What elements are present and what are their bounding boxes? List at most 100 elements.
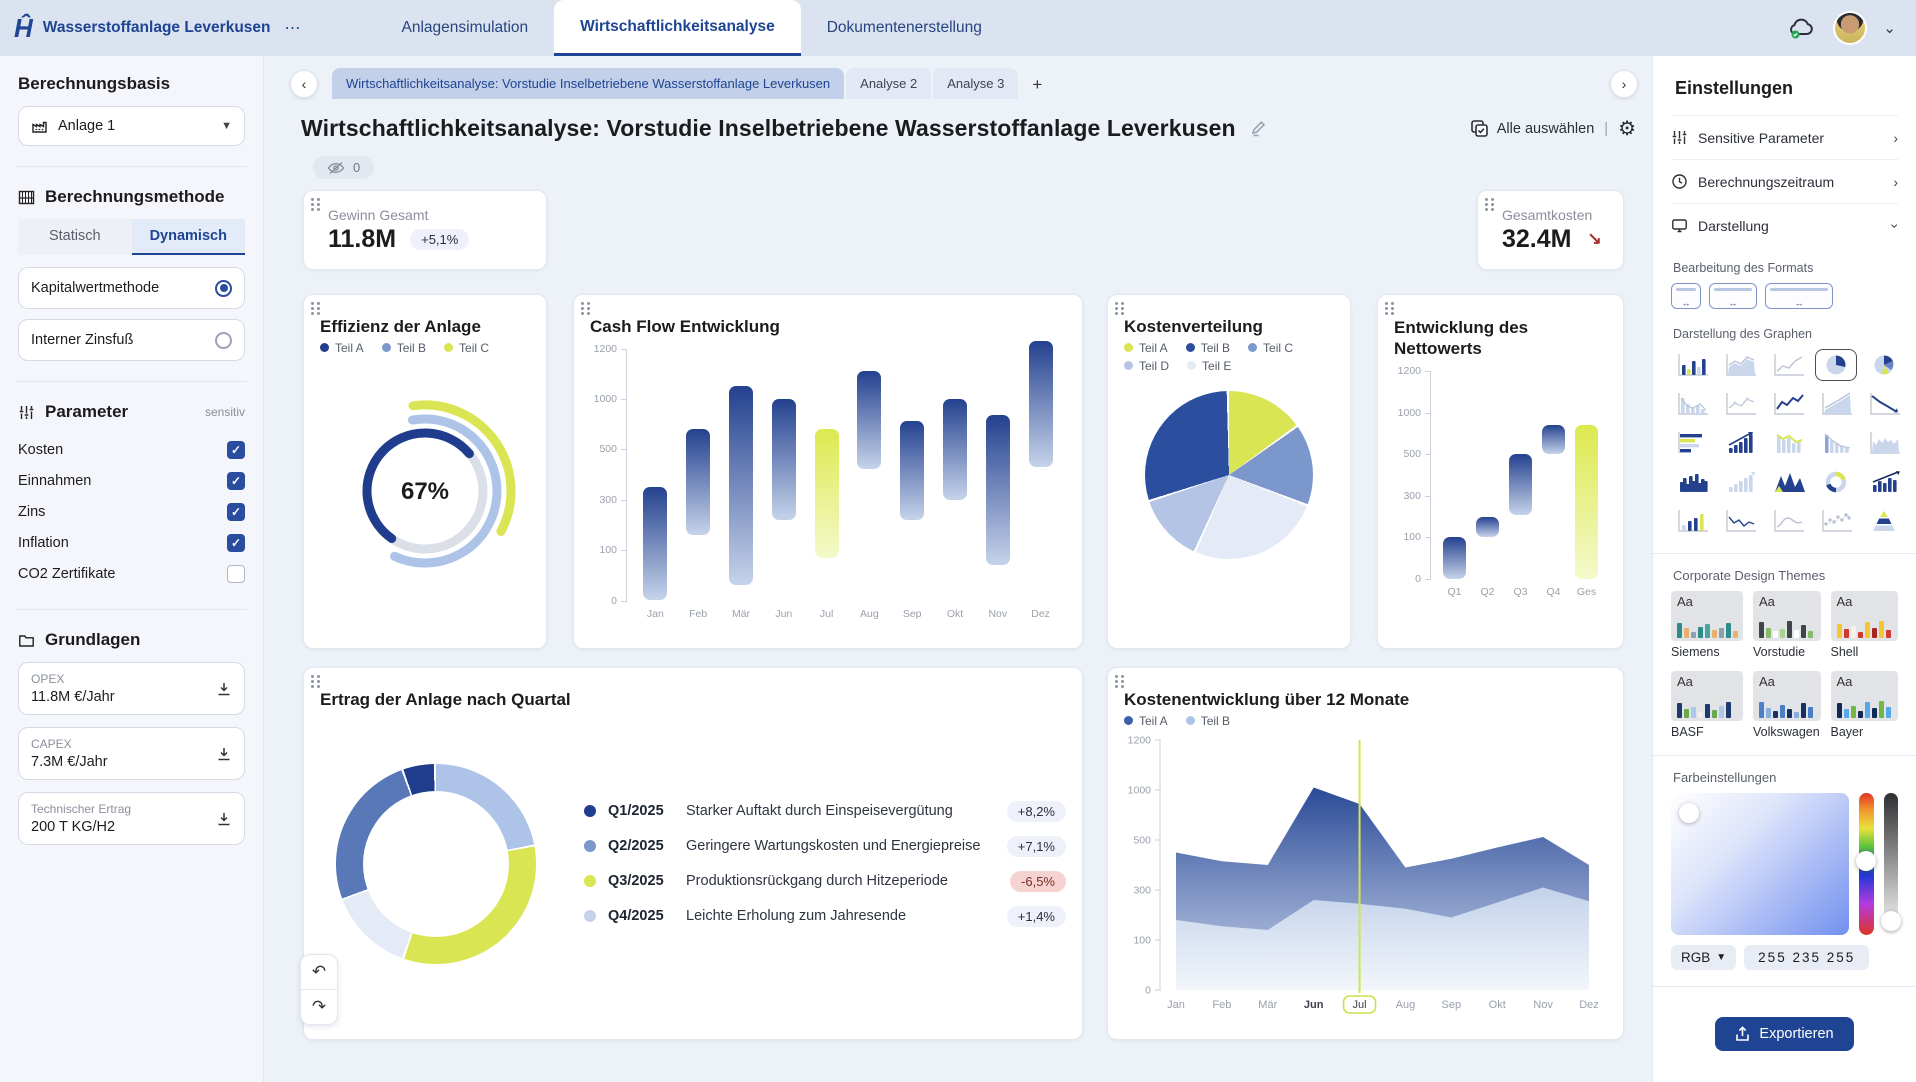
kpi-card-gesamtkosten[interactable]: Gesamtkosten 32.4M ↘ <box>1477 189 1624 270</box>
graph-style-bars-light-arrow-icon[interactable] <box>1719 466 1761 498</box>
chart-card-kostenverteilung[interactable]: Kostenverteilung Teil A Teil B Teil C Teil … <box>1107 293 1351 649</box>
saturation-handle[interactable] <box>1679 803 1699 823</box>
checkbox-checked[interactable]: ✓ <box>227 533 245 552</box>
theme-basf[interactable]: Aa BASF <box>1671 671 1743 739</box>
color-mode-select[interactable]: RGB ▼ <box>1671 945 1737 970</box>
saturation-field[interactable] <box>1671 793 1849 935</box>
settings-section-sensitive-parameter[interactable]: Sensitive Parameter › <box>1671 115 1898 159</box>
parameter-row[interactable]: Zins ✓ <box>18 496 245 527</box>
format-option-mittel[interactable] <box>1709 283 1757 309</box>
account-chevron-down-icon[interactable]: ⌄ <box>1883 20 1896 37</box>
method-option[interactable]: Interner Zinsfuß <box>18 319 245 361</box>
edit-title-icon[interactable] <box>1250 120 1268 138</box>
drag-handle-icon[interactable] <box>1485 197 1497 211</box>
brightness-slider[interactable] <box>1880 793 1901 935</box>
cloud-sync-icon[interactable] <box>1787 16 1817 40</box>
parameter-row[interactable]: Inflation ✓ <box>18 527 245 558</box>
document-tab-3[interactable]: Analyse 3 <box>933 68 1019 99</box>
kpi-card-gewinn[interactable]: Gewinn Gesamt 11.8M +5,1% <box>303 189 547 270</box>
download-icon[interactable] <box>216 681 232 697</box>
graph-style-area-growth-icon[interactable] <box>1815 388 1857 420</box>
drag-handle-icon[interactable] <box>311 197 323 211</box>
top-nav-tab-wirtschaftlichkeitsanalyse[interactable]: Wirtschaftlichkeitsanalyse <box>554 0 801 56</box>
graph-style-line-zigzag-icon[interactable] <box>1719 505 1761 537</box>
graph-style-line-down-icon[interactable] <box>1863 388 1905 420</box>
drag-handle-icon[interactable] <box>311 674 323 688</box>
graph-style-peaks-icon[interactable] <box>1767 466 1809 498</box>
more-menu-icon[interactable]: ⋯ <box>284 20 302 37</box>
parameter-row[interactable]: CO2 Zertifikate <box>18 558 245 589</box>
graph-style-line-light-icon[interactable] <box>1767 349 1809 381</box>
graph-style-scatter-line-icon[interactable] <box>1719 388 1761 420</box>
graph-style-line-smooth-icon[interactable] <box>1767 505 1809 537</box>
graph-style-bars-decay-icon[interactable] <box>1815 427 1857 459</box>
user-avatar[interactable] <box>1833 11 1868 45</box>
graph-style-area-line-icon[interactable] <box>1719 349 1761 381</box>
graph-style-bars-icon[interactable] <box>1671 349 1713 381</box>
tabs-scroll-left-button[interactable]: ‹ <box>290 69 318 98</box>
graph-style-pyramid-icon[interactable] <box>1863 505 1905 537</box>
drag-handle-icon[interactable] <box>1115 301 1127 315</box>
graph-style-hist-icon[interactable] <box>1671 388 1713 420</box>
radio-selected[interactable] <box>215 279 232 297</box>
brightness-handle[interactable] <box>1880 911 1901 931</box>
chart-card-ertrag[interactable]: Ertrag der Anlage nach Quartal Q1/2025 St… <box>303 666 1083 1040</box>
undo-button[interactable]: ↶ <box>311 961 327 981</box>
graph-style-bars-yellowline-icon[interactable] <box>1767 427 1809 459</box>
settings-section-darstellung[interactable]: Darstellung › <box>1671 203 1904 247</box>
graph-style-bars-line-icon[interactable] <box>1863 466 1905 498</box>
chart-card-effizienz[interactable]: Effizienz der Anlage Teil A Teil B Teil C … <box>303 293 547 649</box>
graph-style-bars-dense-icon[interactable] <box>1671 466 1713 498</box>
add-tab-button[interactable]: + <box>1032 75 1043 94</box>
format-option-schmal[interactable] <box>1671 283 1701 309</box>
grundlagen-field[interactable]: OPEX 11.8M €/Jahr <box>18 662 245 715</box>
grundlagen-field[interactable]: CAPEX 7.3M €/Jahr <box>18 727 245 780</box>
drag-handle-icon[interactable] <box>1115 674 1127 688</box>
segment-dynamisch[interactable]: Dynamisch <box>131 219 245 255</box>
graph-style-line-dark-icon[interactable] <box>1767 388 1809 420</box>
hidden-items-pill[interactable]: 0 <box>313 156 375 179</box>
top-nav-tab-anlagensimulation[interactable]: Anlagensimulation <box>401 19 529 36</box>
theme-siemens[interactable]: Aa Siemens <box>1671 591 1743 659</box>
checkbox-checked[interactable]: ✓ <box>227 440 245 459</box>
select-all-button[interactable]: Alle auswählen <box>1470 119 1594 138</box>
hue-slider[interactable] <box>1856 793 1877 935</box>
chart-card-nettowert[interactable]: Entwicklung des Nettowerts 0 100 300 500 100… <box>1377 293 1624 649</box>
theme-bayer[interactable]: Aa Bayer <box>1830 671 1898 739</box>
format-option-breit[interactable] <box>1765 283 1833 309</box>
graph-style-bars-arrow-icon[interactable] <box>1719 427 1761 459</box>
document-tab-2[interactable]: Analyse 2 <box>846 68 932 99</box>
graph-style-donut-icon[interactable] <box>1815 466 1857 498</box>
quarter-row[interactable]: Q1/2025 Starker Auftakt durch Einspeiseve… <box>584 800 1066 822</box>
checkbox-checked[interactable]: ✓ <box>227 502 245 521</box>
graph-style-hbars-icon[interactable] <box>1671 427 1713 459</box>
graph-style-area-ragged-icon[interactable] <box>1863 427 1905 459</box>
quarter-row[interactable]: Q4/2025 Leichte Erholung zum Jahresende +1… <box>584 905 1066 927</box>
download-icon[interactable] <box>216 811 232 827</box>
quarter-row[interactable]: Q2/2025 Geringere Wartungskosten und Ener… <box>584 835 1066 857</box>
hue-handle[interactable] <box>1856 851 1877 871</box>
theme-volkswagen[interactable]: Aa Volkswagen <box>1753 671 1821 739</box>
gear-icon[interactable]: ⚙ <box>1618 118 1636 140</box>
download-icon[interactable] <box>216 746 232 762</box>
drag-handle-icon[interactable] <box>311 301 323 315</box>
quarter-row[interactable]: Q3/2025 Produktionsrückgang durch Hitzepe… <box>584 870 1066 892</box>
graph-style-pie-multi-icon[interactable] <box>1863 349 1905 381</box>
settings-section-berechnungszeitraum[interactable]: Berechnungszeitraum › <box>1671 159 1898 203</box>
parameter-row[interactable]: Einnahmen ✓ <box>18 465 245 496</box>
document-tab-1[interactable]: Wirtschaftlichkeitsanalyse: Vorstudie In… <box>332 68 845 99</box>
checkbox-unchecked[interactable] <box>227 564 245 583</box>
radio-unselected[interactable] <box>215 331 232 349</box>
anlage-select[interactable]: Anlage 1 ▼ <box>18 106 245 146</box>
redo-button[interactable]: ↷ <box>301 988 337 1024</box>
graph-style-bars-mix-icon[interactable] <box>1671 505 1713 537</box>
chart-card-cashflow[interactable]: Cash Flow Entwicklung 0 100 300 500 1000 1200… <box>573 293 1083 649</box>
drag-handle-icon[interactable] <box>581 301 593 315</box>
tabs-scroll-right-button[interactable]: › <box>1610 69 1638 98</box>
segment-statisch[interactable]: Statisch <box>18 219 132 255</box>
graph-style-scatter-icon[interactable] <box>1815 505 1857 537</box>
method-option[interactable]: Kapitalwertmethode <box>18 267 245 309</box>
export-button[interactable]: Exportieren <box>1715 1017 1854 1051</box>
top-nav-tab-dokumentenerstellung[interactable]: Dokumentenerstellung <box>826 19 982 36</box>
